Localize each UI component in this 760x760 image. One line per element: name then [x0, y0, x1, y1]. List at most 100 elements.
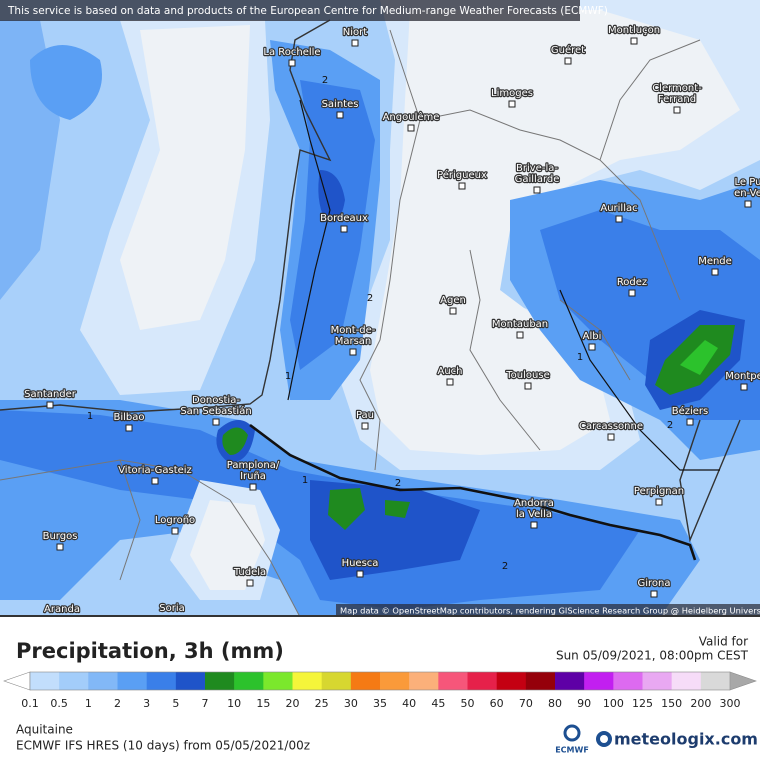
- city-marker: [356, 570, 364, 578]
- city-label: Andorra: [514, 498, 554, 509]
- city-label: Saintes: [322, 99, 359, 110]
- city-marker: [508, 100, 516, 108]
- attribution-background: [336, 604, 760, 617]
- city-label: Montluçon: [608, 25, 660, 36]
- city-marker: [349, 348, 357, 356]
- city-label: Iruña: [240, 471, 266, 482]
- city-marker: [711, 268, 719, 276]
- colorbar-segment: [234, 672, 264, 690]
- colorbar-segment: [467, 672, 497, 690]
- coastline: [679, 419, 741, 543]
- city-label: Bilbao: [113, 412, 144, 423]
- ecmwf-logo: [563, 724, 581, 742]
- valid-label: Valid for: [699, 635, 748, 649]
- city-label: Mont-de-: [331, 325, 376, 336]
- city-label: Brive-la-: [516, 163, 558, 174]
- colorbar-tick-label: 0.1: [21, 697, 39, 710]
- no-precip: [120, 25, 250, 330]
- precip-area: [30, 45, 102, 120]
- colorbar-tick-label: 70: [519, 697, 533, 710]
- precip-area: [318, 170, 345, 223]
- city-label: Guéret: [551, 44, 585, 56]
- city-marker: [533, 186, 541, 194]
- city-marker: [249, 483, 257, 491]
- city-marker: [524, 382, 532, 390]
- colorbar-tick-label: 7: [202, 697, 209, 710]
- city-marker: [340, 225, 348, 233]
- city-marker: [607, 433, 615, 441]
- city-marker: [151, 477, 159, 485]
- contour-label: 2: [502, 561, 508, 572]
- precip-area: [290, 80, 375, 370]
- city-marker: [407, 124, 415, 132]
- colorbar-segment: [292, 672, 322, 690]
- colorbar-tick-label: 15: [256, 697, 270, 710]
- contour-label: 2: [367, 293, 373, 304]
- colorbar-tick-label: 35: [373, 697, 387, 710]
- no-precip: [190, 500, 265, 590]
- colorbar-tick-label: 25: [315, 697, 329, 710]
- city-label: Logroño: [155, 515, 195, 526]
- city-label: Tudela: [233, 567, 266, 578]
- colorbar-segment: [555, 672, 585, 690]
- colorbar-segment: [409, 672, 439, 690]
- city-label: Gaillarde: [515, 174, 560, 185]
- city-label: Girona: [637, 578, 670, 589]
- colorbar-tick-label: 10: [227, 697, 241, 710]
- colorbar-tick-label: 0.5: [50, 697, 68, 710]
- banner: This service is based on data and produc…: [7, 5, 608, 17]
- city-marker: [673, 106, 681, 114]
- city-marker: [615, 215, 623, 223]
- colorbar-tick-label: 300: [720, 697, 741, 710]
- city-marker: [458, 182, 466, 190]
- city-marker: [650, 590, 658, 598]
- city-label: Bordeaux: [320, 213, 368, 224]
- city-marker: [125, 424, 133, 432]
- city-marker: [655, 498, 663, 506]
- colorbar-segment: [700, 672, 731, 690]
- colorbar-segment: [117, 672, 147, 690]
- contour-label: 1: [302, 475, 308, 486]
- national-border: [249, 423, 697, 561]
- colorbar-tick-label: 90: [577, 697, 591, 710]
- colorbar-tick-label: 50: [461, 697, 475, 710]
- colorbar-high-end: [729, 671, 757, 691]
- region-border: [359, 29, 701, 471]
- city-label: Pau: [356, 410, 374, 421]
- city-label: Périgueux: [437, 169, 487, 181]
- region-name: Aquitaine: [16, 723, 73, 737]
- colorbar-tick-label: 100: [603, 697, 624, 710]
- city-label: Carcassonne: [579, 421, 643, 432]
- colorbar-segment: [321, 672, 352, 690]
- city-marker: [744, 200, 752, 208]
- colorbar-tick-label: 200: [690, 697, 711, 710]
- coastline: [0, 19, 332, 413]
- city-marker: [740, 383, 748, 391]
- colorbar-segment: [30, 672, 60, 690]
- city-marker: [212, 418, 220, 426]
- legend: Precipitation, 3h (mm) Valid for Sun 05/…: [3, 635, 758, 755]
- colorbar-segment: [438, 672, 468, 690]
- colorbar-tick-label: 150: [661, 697, 682, 710]
- banner-background: [0, 0, 580, 21]
- city-marker: [630, 37, 638, 45]
- colorbar-segment: [263, 672, 293, 690]
- colorbar-frame: [29, 671, 731, 691]
- city-label: Limoges: [491, 88, 533, 99]
- city-label: San Sebastián: [180, 405, 251, 417]
- city-label: Albi: [583, 331, 602, 342]
- colorbar-segment: [175, 672, 206, 690]
- city-label: Le Pu: [735, 177, 760, 188]
- colorbar-segment: [671, 672, 702, 690]
- no-precip: [370, 10, 740, 455]
- colorbar-tick-label: 3: [143, 697, 150, 710]
- city-marker: [588, 343, 596, 351]
- colorbar-tick-label: 80: [548, 697, 562, 710]
- precip-area: [385, 500, 410, 518]
- city-label: Vitoria-Gasteiz: [118, 465, 192, 476]
- contour-label: 2: [322, 75, 328, 86]
- contour-line: [287, 99, 331, 401]
- city-marker: [351, 39, 359, 47]
- colorbar-segment: [584, 672, 614, 690]
- contour-label: 2: [667, 420, 673, 431]
